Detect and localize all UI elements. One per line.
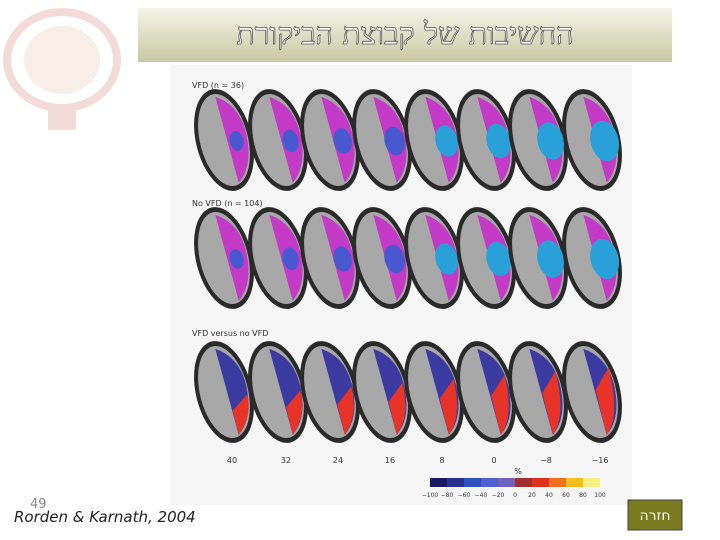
back-button-box[interactable] — [627, 499, 683, 531]
lesion-core — [282, 247, 299, 271]
brain-slice — [404, 341, 464, 443]
brain-slice — [404, 89, 464, 191]
colorbar-tick: −40 — [475, 492, 488, 499]
lesion-core — [384, 244, 405, 274]
contrast-hot — [595, 367, 615, 435]
lesion-core — [537, 122, 565, 160]
brain-slice — [404, 207, 464, 309]
brain-slice — [508, 341, 568, 443]
colorbar-tick: −80 — [441, 492, 454, 499]
lesion-core — [282, 129, 299, 153]
colorbar-tick: 20 — [528, 492, 536, 499]
brain-slice — [456, 207, 516, 309]
slide-number: 49 — [30, 497, 47, 512]
lesion-core — [333, 128, 352, 154]
brain-slice — [508, 89, 568, 191]
brain-slice — [456, 341, 516, 443]
slide-title: החשיבות של קבוצת הביקורת — [237, 17, 574, 52]
colorbar-tick: −100 — [422, 492, 439, 499]
lesion-core — [590, 120, 620, 162]
brain-slice — [562, 341, 622, 443]
row-label: VFD versus no VFD — [192, 329, 268, 338]
colorbar-segment — [464, 478, 481, 487]
colorbar-segment — [549, 478, 566, 487]
colorbar-segment — [447, 478, 464, 487]
contrast-hot — [388, 382, 406, 435]
contrast-hot — [285, 390, 303, 435]
brain-slice — [508, 207, 568, 309]
back-button-label[interactable]: חזרה — [639, 508, 670, 524]
back-button[interactable]: חזרה — [627, 499, 683, 531]
lesion-core — [435, 243, 458, 275]
brain-slice — [248, 207, 308, 309]
lesion-core — [590, 238, 620, 280]
brain-slice — [194, 341, 254, 443]
lesion-core — [229, 131, 244, 151]
figure: VFD (n = 36) No VFD (n = 104) VFD versus n… — [192, 81, 622, 499]
brain-slice — [300, 207, 360, 309]
brain-slice — [352, 89, 412, 191]
slice-label: 24 — [333, 456, 343, 465]
brain-slice — [352, 341, 412, 443]
slice-label: 16 — [385, 456, 395, 465]
colorbar-tick: 80 — [579, 492, 587, 499]
brain-slice — [194, 207, 254, 309]
lesion-core — [333, 246, 352, 272]
lantern-decoration — [3, 8, 121, 130]
colorbar-segment — [481, 478, 498, 487]
brain-slice — [562, 207, 622, 309]
colorbar-segment — [566, 478, 583, 487]
slice-label: 40 — [227, 456, 237, 465]
slice-label: 8 — [439, 456, 444, 465]
slice-label: 32 — [281, 456, 291, 465]
lesion-core — [537, 240, 565, 278]
brain-slice — [352, 207, 412, 309]
lesion-core — [384, 126, 405, 156]
lesion-core — [486, 241, 512, 277]
brain-slice — [300, 341, 360, 443]
brain-slice — [456, 89, 516, 191]
colorbar-segment — [515, 478, 532, 487]
slice-label: 0 — [491, 456, 496, 465]
colorbar-tick: −20 — [492, 492, 505, 499]
lesion-core — [229, 249, 244, 269]
colorbar-tick: 60 — [562, 492, 570, 499]
colorbar-tick: −60 — [458, 492, 471, 499]
brain-slice — [248, 89, 308, 191]
contrast-hot — [337, 386, 354, 435]
colorbar-tick: 40 — [545, 492, 553, 499]
brain-slice — [248, 341, 308, 443]
contrast-hot — [439, 378, 458, 435]
brain-slice — [300, 89, 360, 191]
contrast-hot — [491, 375, 509, 435]
slice-label: −8 — [540, 456, 552, 465]
colorbar-segment — [532, 478, 549, 487]
title-banner — [138, 8, 672, 62]
colorbar-segment — [583, 478, 600, 487]
citation: Rorden & Karnath, 2004 — [14, 508, 196, 526]
lesion-core — [486, 123, 512, 159]
row-label: No VFD (n = 104) — [192, 199, 263, 208]
lesion-core — [435, 125, 458, 157]
colorbar-segment — [430, 478, 447, 487]
colorbar-tick: 0 — [513, 492, 517, 499]
colorbar-segment — [498, 478, 515, 487]
colorbar-tick: 100 — [594, 492, 606, 499]
contrast-hot — [542, 371, 561, 435]
row-label: VFD (n = 36) — [192, 81, 244, 90]
brain-slice — [194, 89, 254, 191]
slice-label: −16 — [592, 456, 609, 465]
contrast-hot — [232, 394, 249, 435]
colorbar-unit: % — [514, 467, 522, 476]
brain-slice — [562, 89, 622, 191]
